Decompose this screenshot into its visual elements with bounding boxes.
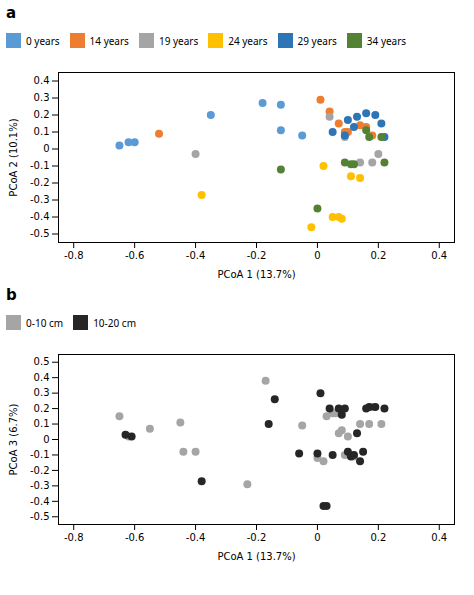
svg-text:PCoA 3 (6.7%): PCoA 3 (6.7%) [8, 403, 19, 475]
html-text:0 years: 0 years [26, 33, 60, 48]
svg-text:0.2: 0.2 [34, 403, 50, 414]
html-text:10-20 cm: 10-20 cm [93, 315, 136, 330]
svg-text:0.2: 0.2 [370, 250, 386, 261]
svg-text:0.4: 0.4 [34, 75, 50, 86]
svg-text:-0.1: -0.1 [30, 449, 50, 460]
svg-text:-0.3: -0.3 [30, 480, 50, 491]
svg-text:-0.4: -0.4 [30, 211, 50, 222]
svg-text:0.1: 0.1 [34, 418, 50, 429]
svg-text:-0.2: -0.2 [30, 465, 50, 476]
svg-text:-0.8: -0.8 [64, 250, 84, 261]
html-text:14 years: 14 years [89, 33, 129, 48]
svg-text:-0.4: -0.4 [186, 532, 206, 543]
svg-text:-0.2: -0.2 [247, 250, 267, 261]
svg-text:PCoA 1 (13.7%): PCoA 1 (13.7%) [217, 551, 295, 562]
svg-text:-0.5: -0.5 [30, 511, 50, 522]
svg-text:-0.4: -0.4 [30, 496, 50, 507]
html-text:0-10 cm: 0-10 cm [26, 315, 64, 330]
svg-text:0.3: 0.3 [34, 387, 50, 398]
html-text:29 years: 29 years [297, 33, 337, 48]
svg-text:0.2: 0.2 [370, 532, 386, 543]
svg-text:0.5: 0.5 [34, 356, 50, 367]
svg-text:-0.2: -0.2 [30, 177, 50, 188]
svg-text:PCoA 1 (13.7%): PCoA 1 (13.7%) [217, 269, 295, 280]
svg-text:-0.6: -0.6 [125, 250, 145, 261]
svg-text:-0.6: -0.6 [125, 532, 145, 543]
svg-text:0.2: 0.2 [34, 109, 50, 120]
svg-text:-0.5: -0.5 [30, 228, 50, 239]
svg-text:-0.4: -0.4 [186, 250, 206, 261]
svg-text:-0.3: -0.3 [30, 194, 50, 205]
html-text:a: a [6, 4, 17, 22]
html-text:34 years: 34 years [366, 33, 407, 48]
html-text:b: b [6, 286, 17, 304]
svg-text:-0.2: -0.2 [247, 532, 267, 543]
svg-text:PCoA 2 (10.1%): PCoA 2 (10.1%) [8, 118, 19, 196]
svg-text:0.4: 0.4 [34, 372, 50, 383]
svg-text:-0.8: -0.8 [64, 532, 84, 543]
svg-text:0: 0 [314, 532, 320, 543]
html-text:19 years: 19 years [158, 33, 199, 48]
svg-text:0: 0 [43, 143, 49, 154]
svg-text:0: 0 [314, 250, 320, 261]
svg-text:-0.1: -0.1 [30, 160, 50, 171]
svg-text:0.3: 0.3 [34, 92, 50, 103]
svg-text:0.4: 0.4 [431, 532, 447, 543]
html-text:24 years: 24 years [228, 33, 268, 48]
svg-text:0.4: 0.4 [431, 250, 447, 261]
svg-text:0: 0 [43, 434, 49, 445]
svg-text:0.1: 0.1 [34, 126, 50, 137]
